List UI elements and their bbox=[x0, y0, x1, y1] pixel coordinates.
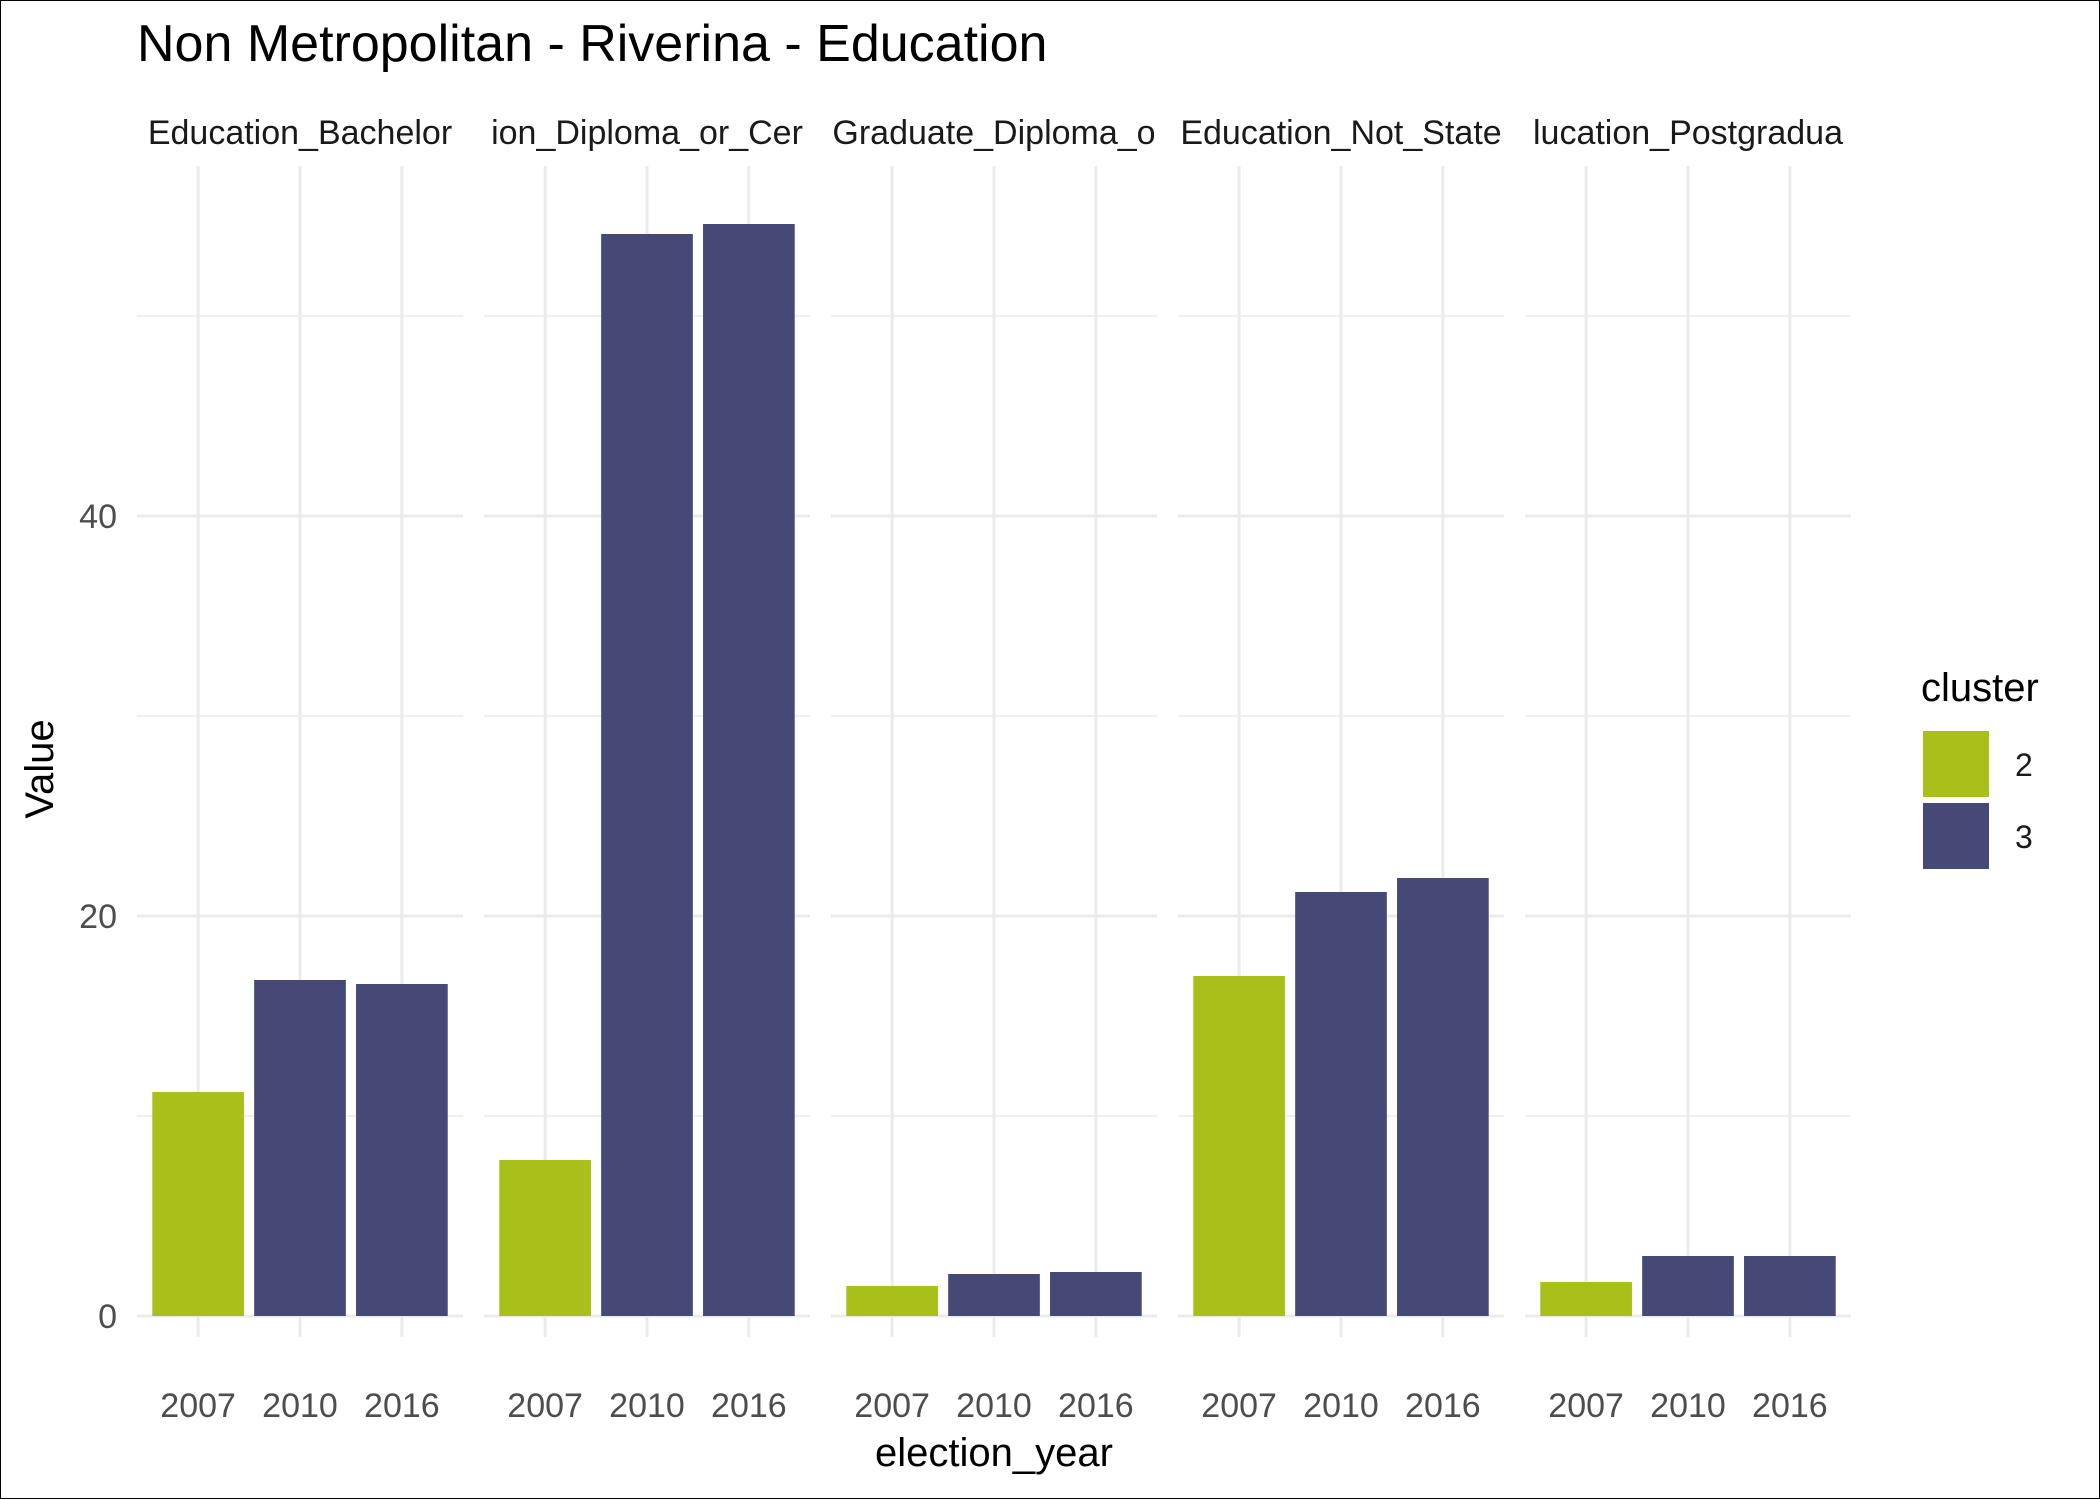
x-tick-label: 2007 bbox=[1548, 1387, 1624, 1425]
x-tick-label: 2010 bbox=[1303, 1387, 1379, 1425]
legend-key-2 bbox=[1923, 731, 1989, 797]
legend-title: cluster bbox=[1921, 666, 2039, 710]
x-tick-label: 2007 bbox=[160, 1387, 236, 1425]
bar-2016 bbox=[1050, 1272, 1142, 1316]
y-tick-label: 40 bbox=[79, 498, 117, 536]
y-tick-label: 0 bbox=[98, 1298, 117, 1336]
facet-strip-label: Education_Bachelor bbox=[148, 114, 452, 152]
legend-label-3: 3 bbox=[2015, 819, 2033, 855]
chart-title: Non Metropolitan - Riverina - Education bbox=[137, 15, 1047, 73]
x-tick-label: 2010 bbox=[956, 1387, 1032, 1425]
bar-2016 bbox=[356, 984, 448, 1316]
y-tick-label: 20 bbox=[79, 898, 117, 936]
legend-key-3 bbox=[1923, 803, 1989, 869]
x-tick-label: 2007 bbox=[1201, 1387, 1277, 1425]
facet-strip-label: Education_Not_State bbox=[1180, 114, 1501, 152]
bar-2007 bbox=[1193, 976, 1285, 1316]
x-tick-label: 2010 bbox=[1650, 1387, 1726, 1425]
y-axis-title: Value bbox=[18, 719, 62, 818]
x-tick-label: 2016 bbox=[1405, 1387, 1481, 1425]
facet-strip-label: ion_Diploma_or_Cer bbox=[491, 114, 803, 152]
x-tick-label: 2010 bbox=[262, 1387, 338, 1425]
facet-strip-label: Graduate_Diploma_o bbox=[832, 114, 1155, 152]
x-tick-label: 2007 bbox=[854, 1387, 930, 1425]
bar-2007 bbox=[1540, 1282, 1632, 1316]
bar-2010 bbox=[1642, 1256, 1734, 1316]
x-tick-label: 2007 bbox=[507, 1387, 583, 1425]
bar-2010 bbox=[1295, 892, 1387, 1316]
bar-2016 bbox=[1397, 878, 1489, 1316]
facet-panel: 2007 2010 2016 ion_Diploma_or_Cer bbox=[484, 114, 810, 1425]
x-tick-label: 2016 bbox=[1752, 1387, 1828, 1425]
facet-panel: 2007 2010 2016 Education_Not_State bbox=[1178, 114, 1504, 1425]
bar-2010 bbox=[948, 1274, 1040, 1316]
bar-2010 bbox=[601, 234, 693, 1316]
bar-2007 bbox=[846, 1286, 938, 1316]
legend: cluster 2 3 bbox=[1921, 666, 2039, 869]
facet-strip-label: lucation_Postgradua bbox=[1533, 114, 1843, 152]
x-tick-label: 2016 bbox=[1058, 1387, 1134, 1425]
facet-panel: 2007 2010 2016 lucation_Postgradua bbox=[1525, 114, 1851, 1425]
x-axis-title: election_year bbox=[875, 1431, 1113, 1475]
legend-label-2: 2 bbox=[2015, 747, 2033, 783]
bar-2016 bbox=[1744, 1256, 1836, 1316]
bar-2007 bbox=[499, 1160, 591, 1316]
facet-panel: 2007 2010 2016 Graduate_Diploma_o bbox=[831, 114, 1157, 1425]
facet-panel: 2007 2010 2016 Education_Bachelor bbox=[137, 114, 463, 1425]
bar-2016 bbox=[703, 224, 795, 1316]
bar-2007 bbox=[152, 1092, 244, 1316]
bar-2010 bbox=[254, 980, 346, 1316]
x-tick-label: 2010 bbox=[609, 1387, 685, 1425]
x-tick-label: 2016 bbox=[711, 1387, 787, 1425]
x-tick-label: 2016 bbox=[364, 1387, 440, 1425]
